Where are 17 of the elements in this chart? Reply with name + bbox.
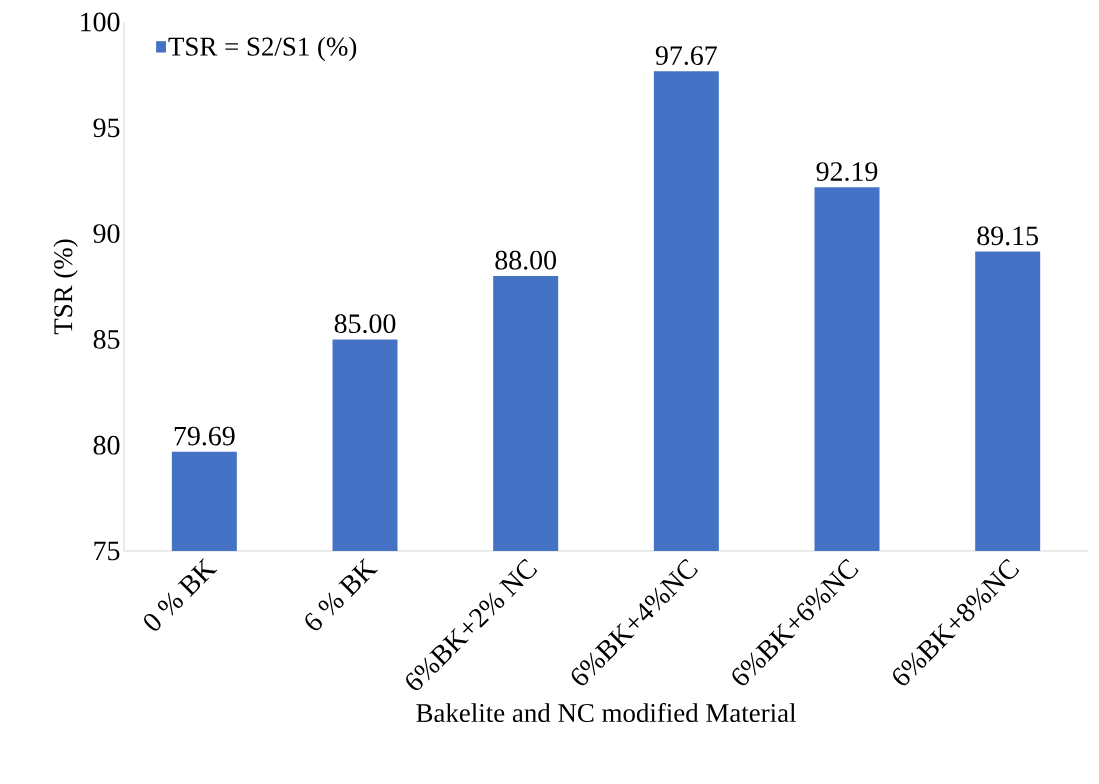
y-tick-label: 80 (93, 435, 120, 455)
y-tick-label: 100 (81, 12, 120, 32)
data-label: 85.00 (334, 314, 396, 334)
x-tick-label: 6 % BK (305, 558, 378, 631)
data-label: 79.69 (174, 426, 235, 446)
data-label: 92.19 (816, 162, 878, 182)
data-label: 88.00 (495, 250, 556, 270)
y-tick-label: 95 (93, 118, 120, 138)
y-tick-label: 85 (93, 329, 120, 349)
x-axis-title: Bakelite and NC modified Material (416, 702, 797, 723)
data-label: 89.15 (977, 226, 1038, 246)
y-tick-label: 90 (93, 224, 120, 243)
x-tick-label: 0 % BK (144, 558, 218, 631)
data-label: 97.67 (655, 46, 717, 66)
y-tick-label: 75 (94, 541, 120, 561)
legend-label: TSR = S2/S1 (%) (168, 36, 357, 62)
y-axis-title: TSR (%) (53, 239, 78, 335)
